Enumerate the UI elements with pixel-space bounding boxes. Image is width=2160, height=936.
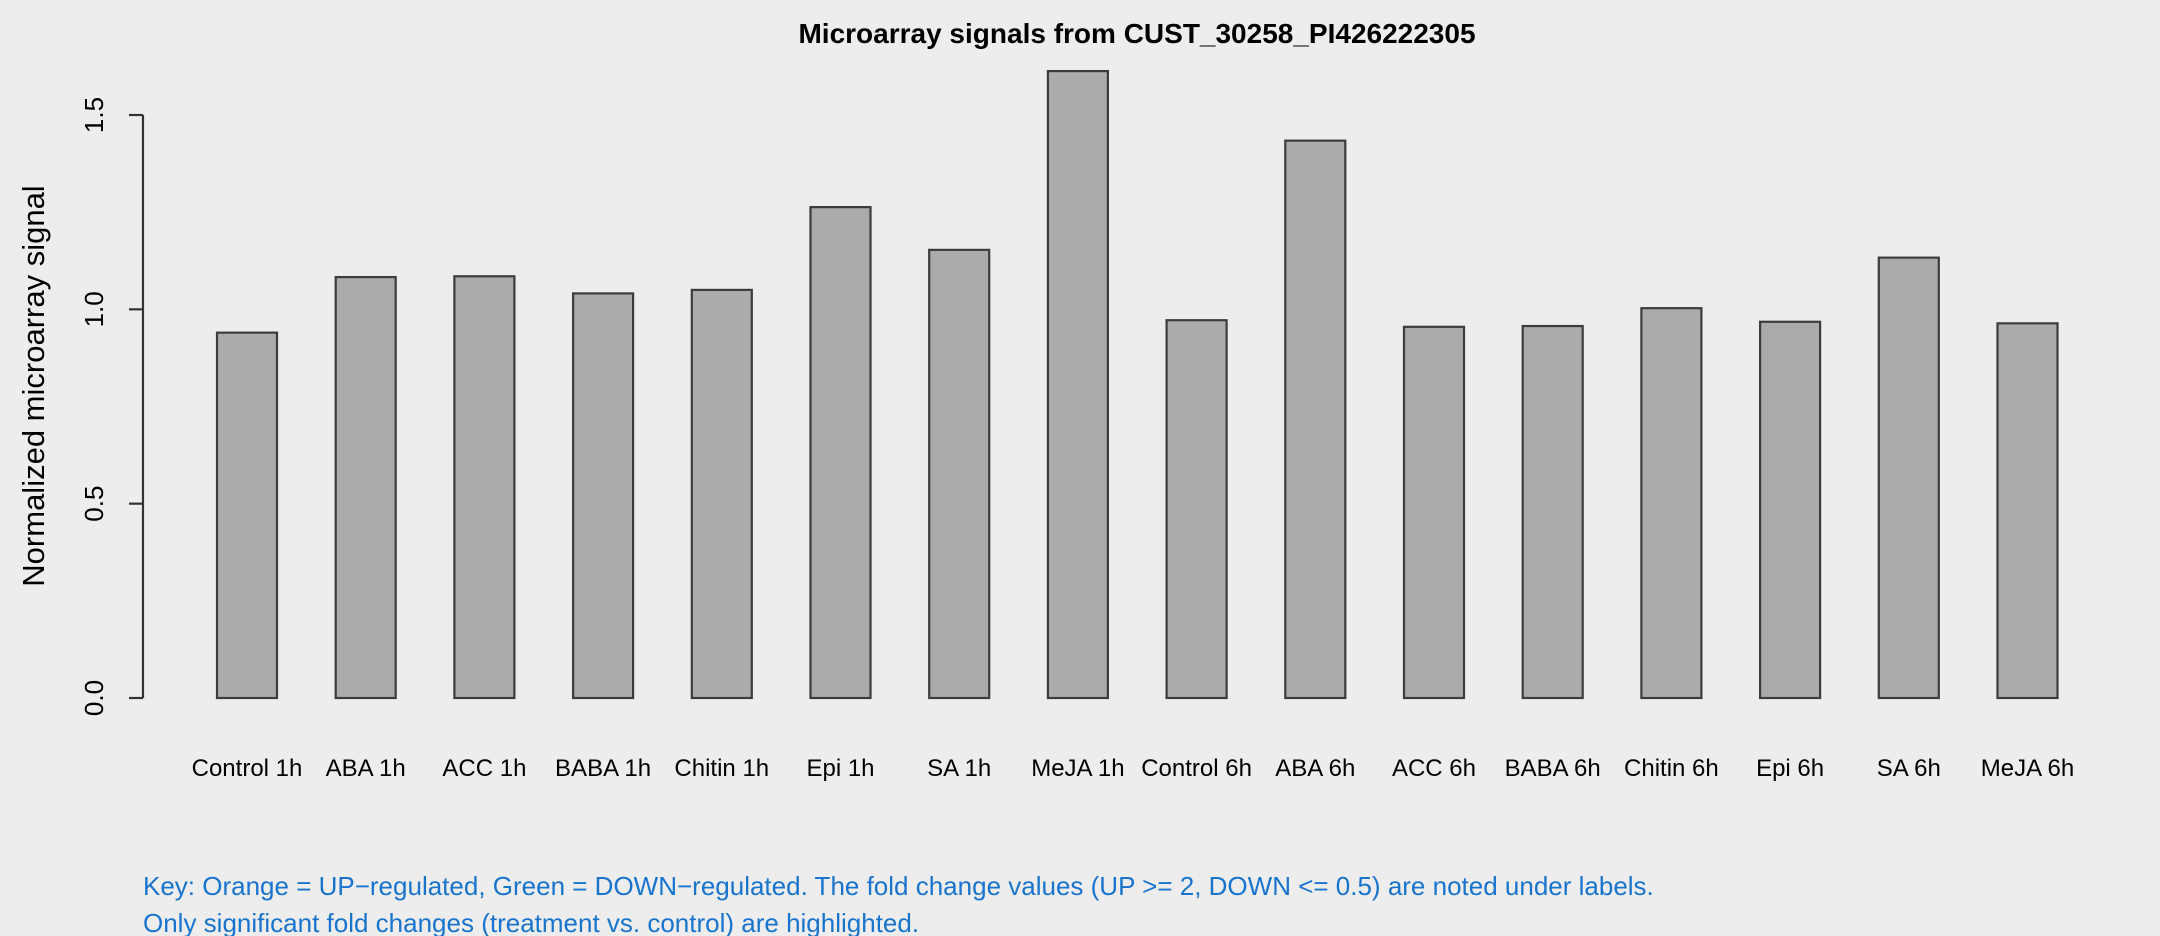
bar [1640, 307, 1703, 700]
x-axis-label: BABA 1h [555, 755, 651, 782]
x-axis-label: ACC 1h [442, 755, 526, 782]
chart-title: Microarray signals from CUST_30258_PI426… [798, 18, 1476, 49]
x-axis-label: Chitin 1h [674, 755, 769, 782]
y-axis-title: Normalized microarray signal [16, 185, 51, 586]
bar [1877, 256, 1940, 700]
x-axis-label: Control 6h [1141, 755, 1252, 782]
bar [1521, 324, 1584, 700]
x-axis-label: MeJA 1h [1031, 755, 1124, 782]
x-axis-label: Control 1h [192, 755, 303, 782]
y-axis-tick-label: 0.0 [79, 680, 109, 716]
x-axis-label: ACC 6h [1392, 755, 1476, 782]
x-axis-labels: Control 1h ABA 1h ACC 1h BABA 1h Chitin 1h Ep… [192, 755, 2075, 782]
x-axis-label: ABA 6h [1275, 755, 1355, 782]
bar [334, 275, 397, 700]
bar [1165, 319, 1228, 700]
bar [1284, 139, 1347, 700]
bar [928, 248, 991, 700]
bar [1996, 322, 2059, 700]
bar [1402, 325, 1466, 700]
bar [809, 206, 872, 700]
bar [1046, 69, 1110, 700]
y-axis-tick-label: 1.5 [79, 97, 109, 133]
x-axis-label: Epi 6h [1756, 755, 1824, 782]
bar [1758, 320, 1822, 700]
bar [571, 292, 635, 700]
bar [690, 288, 753, 700]
bar [453, 275, 516, 700]
x-axis-label: Epi 1h [806, 755, 874, 782]
y-axis-tick-label: 0.5 [79, 486, 109, 522]
bar [215, 331, 279, 700]
bars-group [215, 69, 2059, 700]
x-axis-label: BABA 6h [1505, 755, 1601, 782]
x-axis-label: MeJA 6h [1981, 755, 2074, 782]
x-axis-label: ABA 1h [326, 755, 406, 782]
y-axis-tick-label: 1.0 [79, 291, 109, 327]
legend-key: Key: Orange = UP−regulated, Green = DOWN… [143, 868, 1654, 936]
y-axis: 0.0 0.5 1.0 1.5 [79, 97, 145, 716]
x-axis-label: SA 6h [1877, 755, 1941, 782]
legend-key-line2: Only significant fold changes (treatment… [143, 908, 920, 936]
x-axis-label: SA 1h [927, 755, 991, 782]
x-axis-label: Chitin 6h [1624, 755, 1719, 782]
legend-key-line1: Key: Orange = UP−regulated, Green = DOWN… [143, 871, 1654, 901]
